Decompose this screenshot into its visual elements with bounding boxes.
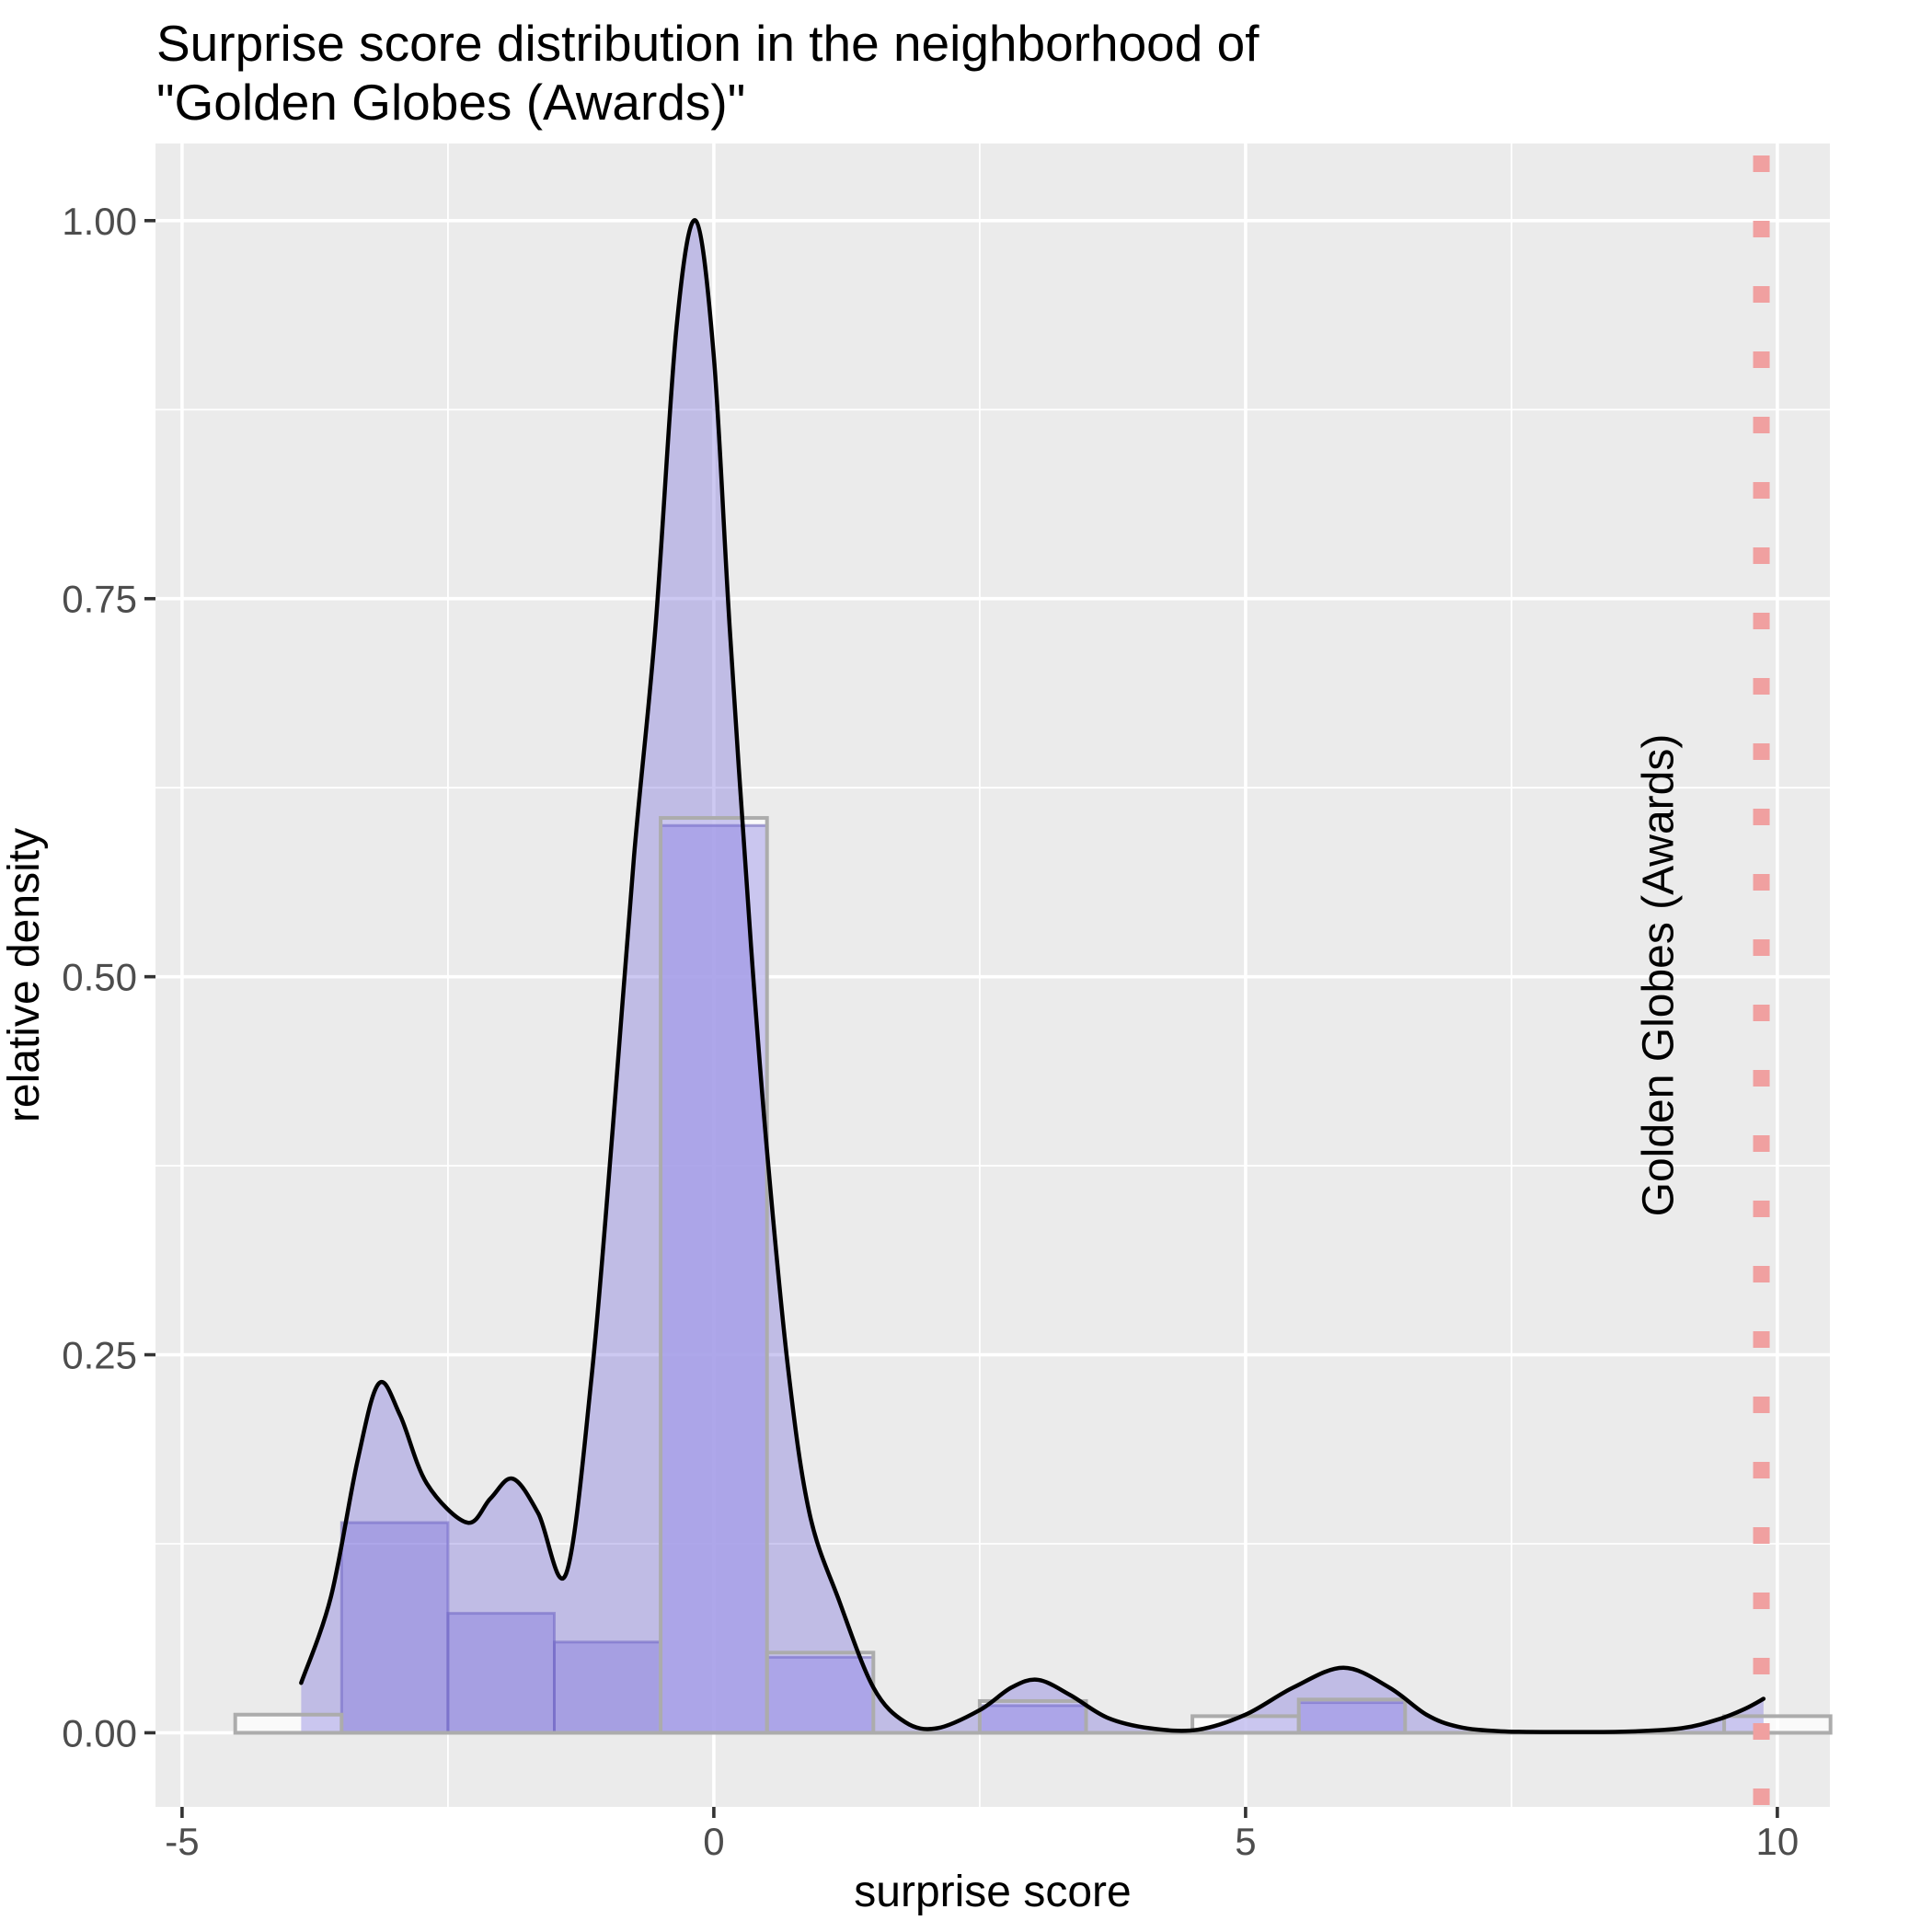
plot-title: Surprise score distribution in the neigh… [156,15,1259,131]
y-tick-label: 0.50 [62,956,137,999]
y-tick-label: 0.00 [62,1711,137,1754]
x-tick-label: 5 [1235,1820,1256,1863]
y-tick-label: 1.00 [62,200,137,243]
neighborhood-histogram-bar [552,1640,662,1734]
density-curve [299,218,1766,1734]
background-histogram-bar [661,818,767,1733]
x-tick-label: -5 [165,1820,199,1863]
background-histogram-bar-outline [1722,1714,1833,1735]
background-histogram-bar [1724,1716,1831,1733]
background-histogram-bar [766,1652,874,1733]
y-tick-label: 0.75 [62,578,137,621]
background-histogram-bar-outline [233,1712,344,1735]
background-histogram-bar-outline [1296,1697,1408,1735]
x-axis: -5 0 5 10 [165,1807,1799,1863]
x-tick-label: 10 [1756,1820,1800,1863]
background-histogram-bar [1298,1699,1406,1733]
neighborhood-histogram [339,823,1407,1734]
background-histogram-bar-outline [659,816,769,1735]
neighborhood-histogram-bar [339,1521,450,1734]
y-axis: 0.00 0.25 0.50 0.75 1.00 [62,200,155,1754]
vline-annotation: Golden Globes (Awards) [1635,734,1684,1217]
background-histogram-bar [235,1714,342,1733]
plot-title-line1: Surprise score distribution in the neigh… [156,15,1259,72]
y-tick-label: 0.25 [62,1334,137,1377]
background-histogram-bar-outline [977,1698,1088,1735]
background-histogram-bar-outline [765,1650,876,1735]
y-axis-title: relative density [0,828,49,1122]
x-tick-label: 0 [703,1820,724,1863]
x-axis-title: surprise score [854,1868,1131,1916]
density-area [301,220,1764,1733]
background-histogram-bar [1192,1716,1299,1733]
plot-title-line2: "Golden Globes (Awards)" [156,74,745,131]
neighborhood-histogram-bar [659,823,769,1734]
